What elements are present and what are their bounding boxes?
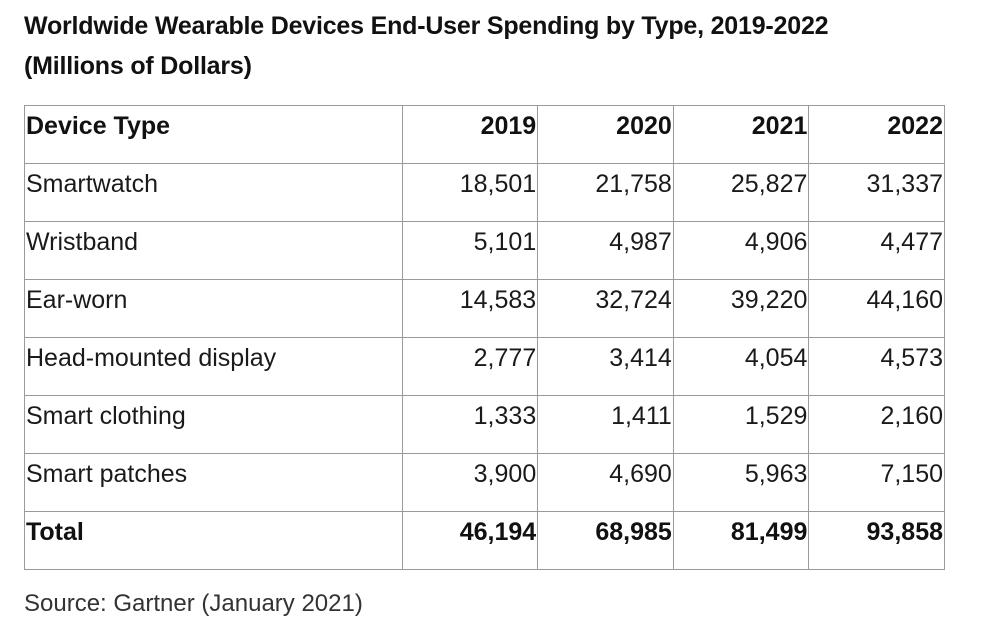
table-title-line1: Worldwide Wearable Devices End-User Spen… — [24, 12, 829, 40]
table-row-smartwatch: Smartwatch 18,501 21,758 25,827 31,337 — [24, 163, 945, 222]
cell-value: 3,900 — [401, 453, 539, 512]
header-2020: 2020 — [537, 105, 674, 164]
cell-value: 21,758 — [537, 163, 674, 222]
cell-value: 4,690 — [537, 453, 674, 512]
table-row-head-mounted-display: Head-mounted display 2,777 3,414 4,054 4… — [24, 337, 945, 396]
table-row-smart-patches: Smart patches 3,900 4,690 5,963 7,150 — [24, 453, 945, 512]
cell-device-name: Wristband — [24, 221, 403, 280]
cell-device-name: Smart clothing — [24, 395, 403, 454]
table-row-total: Total 46,194 68,985 81,499 93,858 — [24, 511, 945, 570]
cell-value: 4,906 — [672, 221, 810, 280]
table-title: Worldwide Wearable Devices End-User Spen… — [24, 6, 984, 86]
cell-value: 25,827 — [672, 163, 810, 222]
header-2019: 2019 — [401, 105, 539, 164]
cell-total-label: Total — [24, 511, 403, 570]
cell-device-name: Smartwatch — [24, 163, 403, 222]
spending-table: Device Type 2019 2020 2021 2022 Smartwat… — [24, 105, 945, 570]
cell-value: 2,160 — [808, 395, 945, 454]
cell-value: 14,583 — [401, 279, 539, 338]
cell-value: 4,987 — [537, 221, 674, 280]
cell-value: 7,150 — [808, 453, 945, 512]
header-2021: 2021 — [672, 105, 810, 164]
cell-device-name: Ear-worn — [24, 279, 403, 338]
cell-value: 39,220 — [672, 279, 810, 338]
header-row: Device Type 2019 2020 2021 2022 — [24, 105, 945, 164]
table-row-ear-worn: Ear-worn 14,583 32,724 39,220 44,160 — [24, 279, 945, 338]
cell-value: 3,414 — [537, 337, 674, 396]
cell-value: 31,337 — [808, 163, 945, 222]
cell-value: 32,724 — [537, 279, 674, 338]
cell-total-value: 46,194 — [401, 511, 539, 570]
table-row-wristband: Wristband 5,101 4,987 4,906 4,477 — [24, 221, 945, 280]
cell-value: 5,101 — [401, 221, 539, 280]
cell-value: 18,501 — [401, 163, 539, 222]
cell-total-value: 68,985 — [537, 511, 674, 570]
cell-device-name: Smart patches — [24, 453, 403, 512]
header-device-type: Device Type — [24, 105, 403, 164]
source-note: Source: Gartner (January 2021) — [24, 590, 363, 617]
cell-value: 1,411 — [537, 395, 674, 454]
header-2022: 2022 — [808, 105, 945, 164]
cell-device-name: Head-mounted display — [24, 337, 403, 396]
table-row-smart-clothing: Smart clothing 1,333 1,411 1,529 2,160 — [24, 395, 945, 454]
cell-value: 1,529 — [672, 395, 810, 454]
cell-total-value: 81,499 — [672, 511, 810, 570]
cell-value: 4,573 — [808, 337, 945, 396]
cell-total-value: 93,858 — [808, 511, 945, 570]
cell-value: 4,477 — [808, 221, 945, 280]
cell-value: 4,054 — [672, 337, 810, 396]
cell-value: 44,160 — [808, 279, 945, 338]
cell-value: 1,333 — [401, 395, 539, 454]
cell-value: 5,963 — [672, 453, 810, 512]
cell-value: 2,777 — [401, 337, 539, 396]
table-title-line2: (Millions of Dollars) — [24, 52, 252, 80]
